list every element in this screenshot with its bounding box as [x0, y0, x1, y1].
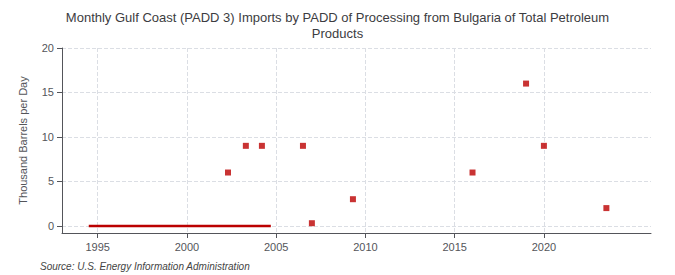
svg-text:0: 0 [48, 220, 54, 232]
svg-text:Monthly Gulf Coast (PADD 3) Im: Monthly Gulf Coast (PADD 3) Imports by P… [66, 10, 609, 25]
svg-text:2015: 2015 [442, 241, 466, 253]
svg-text:1995: 1995 [85, 241, 109, 253]
svg-text:2000: 2000 [175, 241, 199, 253]
svg-text:Source: U.S. Energy Informatio: Source: U.S. Energy Information Administ… [40, 261, 250, 272]
svg-text:10: 10 [42, 131, 54, 143]
svg-text:Products: Products [312, 26, 364, 41]
svg-text:2020: 2020 [532, 241, 556, 253]
svg-text:20: 20 [42, 42, 54, 54]
svg-text:2010: 2010 [353, 241, 377, 253]
svg-text:Thousand Barrels per Day: Thousand Barrels per Day [17, 76, 29, 205]
svg-text:15: 15 [42, 86, 54, 98]
svg-text:5: 5 [48, 175, 54, 187]
svg-text:2005: 2005 [264, 241, 288, 253]
